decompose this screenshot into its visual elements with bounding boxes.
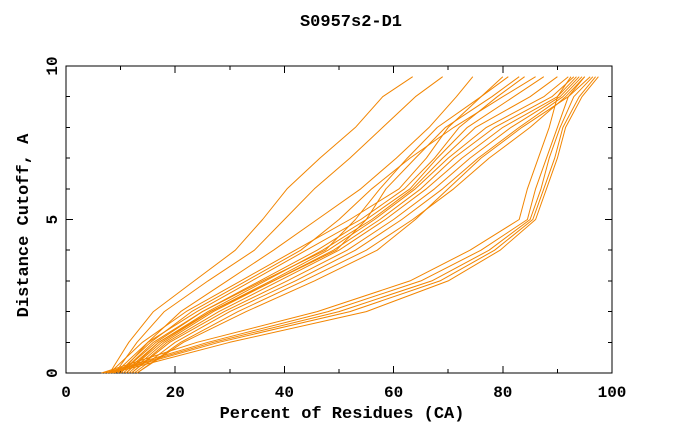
series-line (120, 76, 509, 374)
series-line (109, 76, 596, 374)
series-line (114, 76, 443, 374)
series-line (133, 76, 583, 374)
series-line (101, 76, 572, 374)
y-tick-label: 5 (44, 215, 62, 225)
x-tick-label: 20 (166, 384, 185, 402)
y-tick-label: 0 (44, 368, 62, 378)
series-line (125, 76, 520, 374)
series-line (136, 76, 591, 374)
chart-title: S0957s2-D1 (299, 13, 403, 32)
x-tick-label: 100 (598, 384, 627, 402)
series-line (109, 76, 504, 374)
series-line (117, 76, 536, 374)
series-line (128, 76, 575, 374)
series-line (131, 76, 580, 374)
series-line (122, 76, 558, 374)
series-line (131, 76, 577, 374)
y-tick-label: 10 (44, 56, 62, 75)
series-line (114, 76, 525, 374)
x-tick-label: 80 (493, 384, 512, 402)
x-tick-label: 60 (384, 384, 403, 402)
series-line (106, 76, 594, 374)
series-line (112, 76, 599, 374)
series-line (125, 76, 569, 374)
y-axis-label: Distance Cutoff, A (15, 133, 34, 317)
series-line (104, 76, 586, 374)
x-axis-label: Percent of Residues (CA) (220, 405, 465, 424)
series-line (109, 76, 413, 374)
x-tick-label: 0 (61, 384, 71, 402)
series-line (136, 76, 586, 374)
x-tick-label: 40 (275, 384, 294, 402)
series-line (120, 76, 474, 374)
